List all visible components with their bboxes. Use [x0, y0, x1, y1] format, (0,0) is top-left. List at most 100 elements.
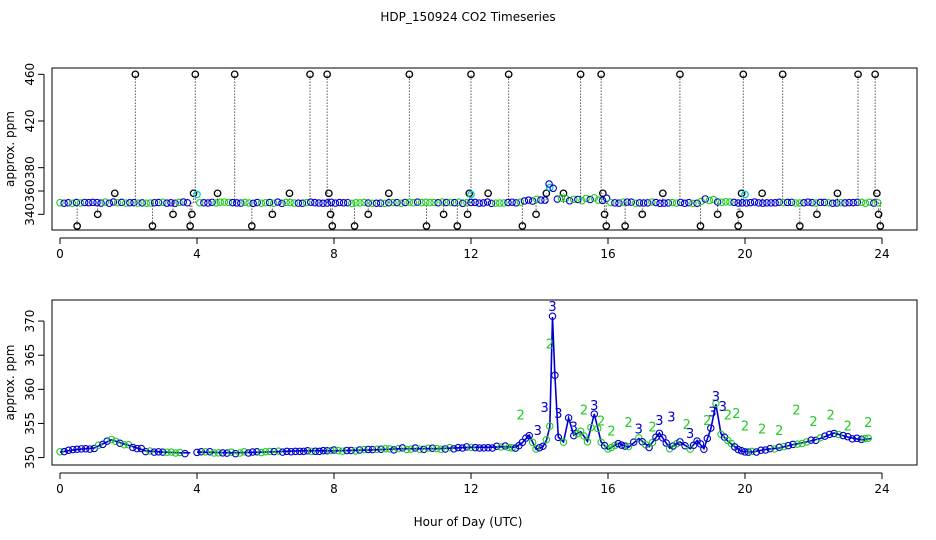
spike-marker [597, 70, 606, 79]
baseline-point [582, 194, 590, 203]
baseline-point [265, 198, 274, 207]
baseline-point [327, 198, 336, 207]
series-point [415, 445, 424, 453]
baseline-point [574, 195, 582, 204]
series-point [703, 434, 712, 443]
spike-marker [532, 210, 540, 219]
top-x-tick-label: 12 [463, 247, 478, 261]
baseline-point [220, 198, 229, 206]
top-baseline-series [56, 180, 882, 208]
baseline-point [796, 199, 804, 207]
baseline-point [401, 198, 409, 207]
series-point [488, 444, 497, 452]
series-point [780, 442, 788, 451]
baseline-point [200, 198, 208, 207]
baseline-point [853, 198, 862, 207]
baseline-point [586, 195, 594, 204]
series-point [154, 448, 163, 456]
green-label: 2 [732, 407, 740, 422]
blue-label: 3 [655, 414, 663, 429]
series-point [784, 441, 793, 450]
series-point [394, 444, 402, 453]
baseline-point [615, 199, 623, 207]
series-point [621, 442, 629, 450]
series-point [319, 446, 327, 455]
series-point [861, 434, 869, 443]
spike-marker [364, 210, 373, 219]
series-point [816, 434, 825, 442]
spike-marker [736, 210, 744, 219]
series-point [218, 449, 227, 457]
series-point [775, 443, 783, 452]
green-label: 2 [758, 423, 766, 438]
baseline-point [446, 198, 455, 207]
baseline-point [828, 199, 837, 208]
baseline-point [434, 199, 442, 207]
baseline-point [154, 198, 163, 207]
series-point [471, 443, 480, 452]
baseline-point [479, 199, 488, 207]
series-point [857, 435, 866, 444]
baseline-point [150, 198, 159, 207]
series-point [368, 445, 377, 454]
baseline-point [442, 198, 451, 207]
baseline-point [385, 199, 393, 207]
baseline-point [253, 198, 262, 207]
spike-marker [213, 189, 222, 198]
spike-marker [169, 210, 177, 219]
series-point [798, 439, 806, 448]
baseline-point [837, 198, 845, 207]
baseline-point [841, 199, 849, 207]
bottom-x-tick-label: 20 [737, 482, 752, 496]
series-point [843, 432, 852, 441]
baseline-point [339, 199, 348, 207]
top-y-tick-label: 460 [23, 63, 37, 86]
baseline-point [360, 198, 368, 207]
spike-marker-cyan [193, 190, 201, 199]
baseline-point [195, 199, 204, 207]
baseline-point [808, 198, 816, 207]
spike-marker [463, 210, 472, 219]
chart-title: HDP_150924 CO2 Timeseries [380, 10, 556, 24]
series-point [676, 438, 684, 446]
top-x-tick-label: 20 [737, 247, 752, 261]
series-point [407, 445, 415, 453]
spike-marker [874, 210, 883, 219]
x-axis-label: Hour of Day (UTC) [413, 515, 523, 529]
bottom-x-tick-label: 4 [193, 482, 201, 496]
baseline-point [496, 199, 504, 207]
spike-marker-cyan [545, 183, 554, 192]
series-point [236, 449, 244, 457]
series-point [330, 446, 338, 454]
series-point [295, 447, 304, 456]
baseline-point [204, 199, 212, 207]
baseline-point [315, 199, 323, 207]
baseline-point [142, 199, 151, 208]
baseline-point [648, 198, 656, 206]
baseline-point [553, 195, 562, 203]
baseline-point [779, 198, 788, 207]
series-point [825, 430, 834, 439]
baseline-point [533, 195, 541, 203]
baseline-point [167, 198, 175, 207]
baseline-point [713, 198, 722, 206]
baseline-point [335, 198, 344, 207]
series-point [201, 448, 210, 456]
series-point [351, 447, 360, 455]
baseline-point [676, 198, 685, 207]
baseline-point [483, 198, 492, 206]
baseline-point [619, 198, 627, 206]
series-point [590, 410, 599, 418]
baseline-point [569, 195, 578, 204]
top-x-tick-label: 24 [874, 247, 889, 261]
series-point [73, 445, 81, 453]
series-point [508, 444, 516, 452]
baseline-point [380, 199, 389, 208]
baseline-point [561, 194, 570, 203]
series-point [385, 445, 394, 453]
bottom-y-tick-label: 360 [23, 378, 37, 401]
green-label: 2 [826, 408, 834, 423]
series-point [171, 449, 180, 457]
spike-marker [484, 189, 492, 198]
